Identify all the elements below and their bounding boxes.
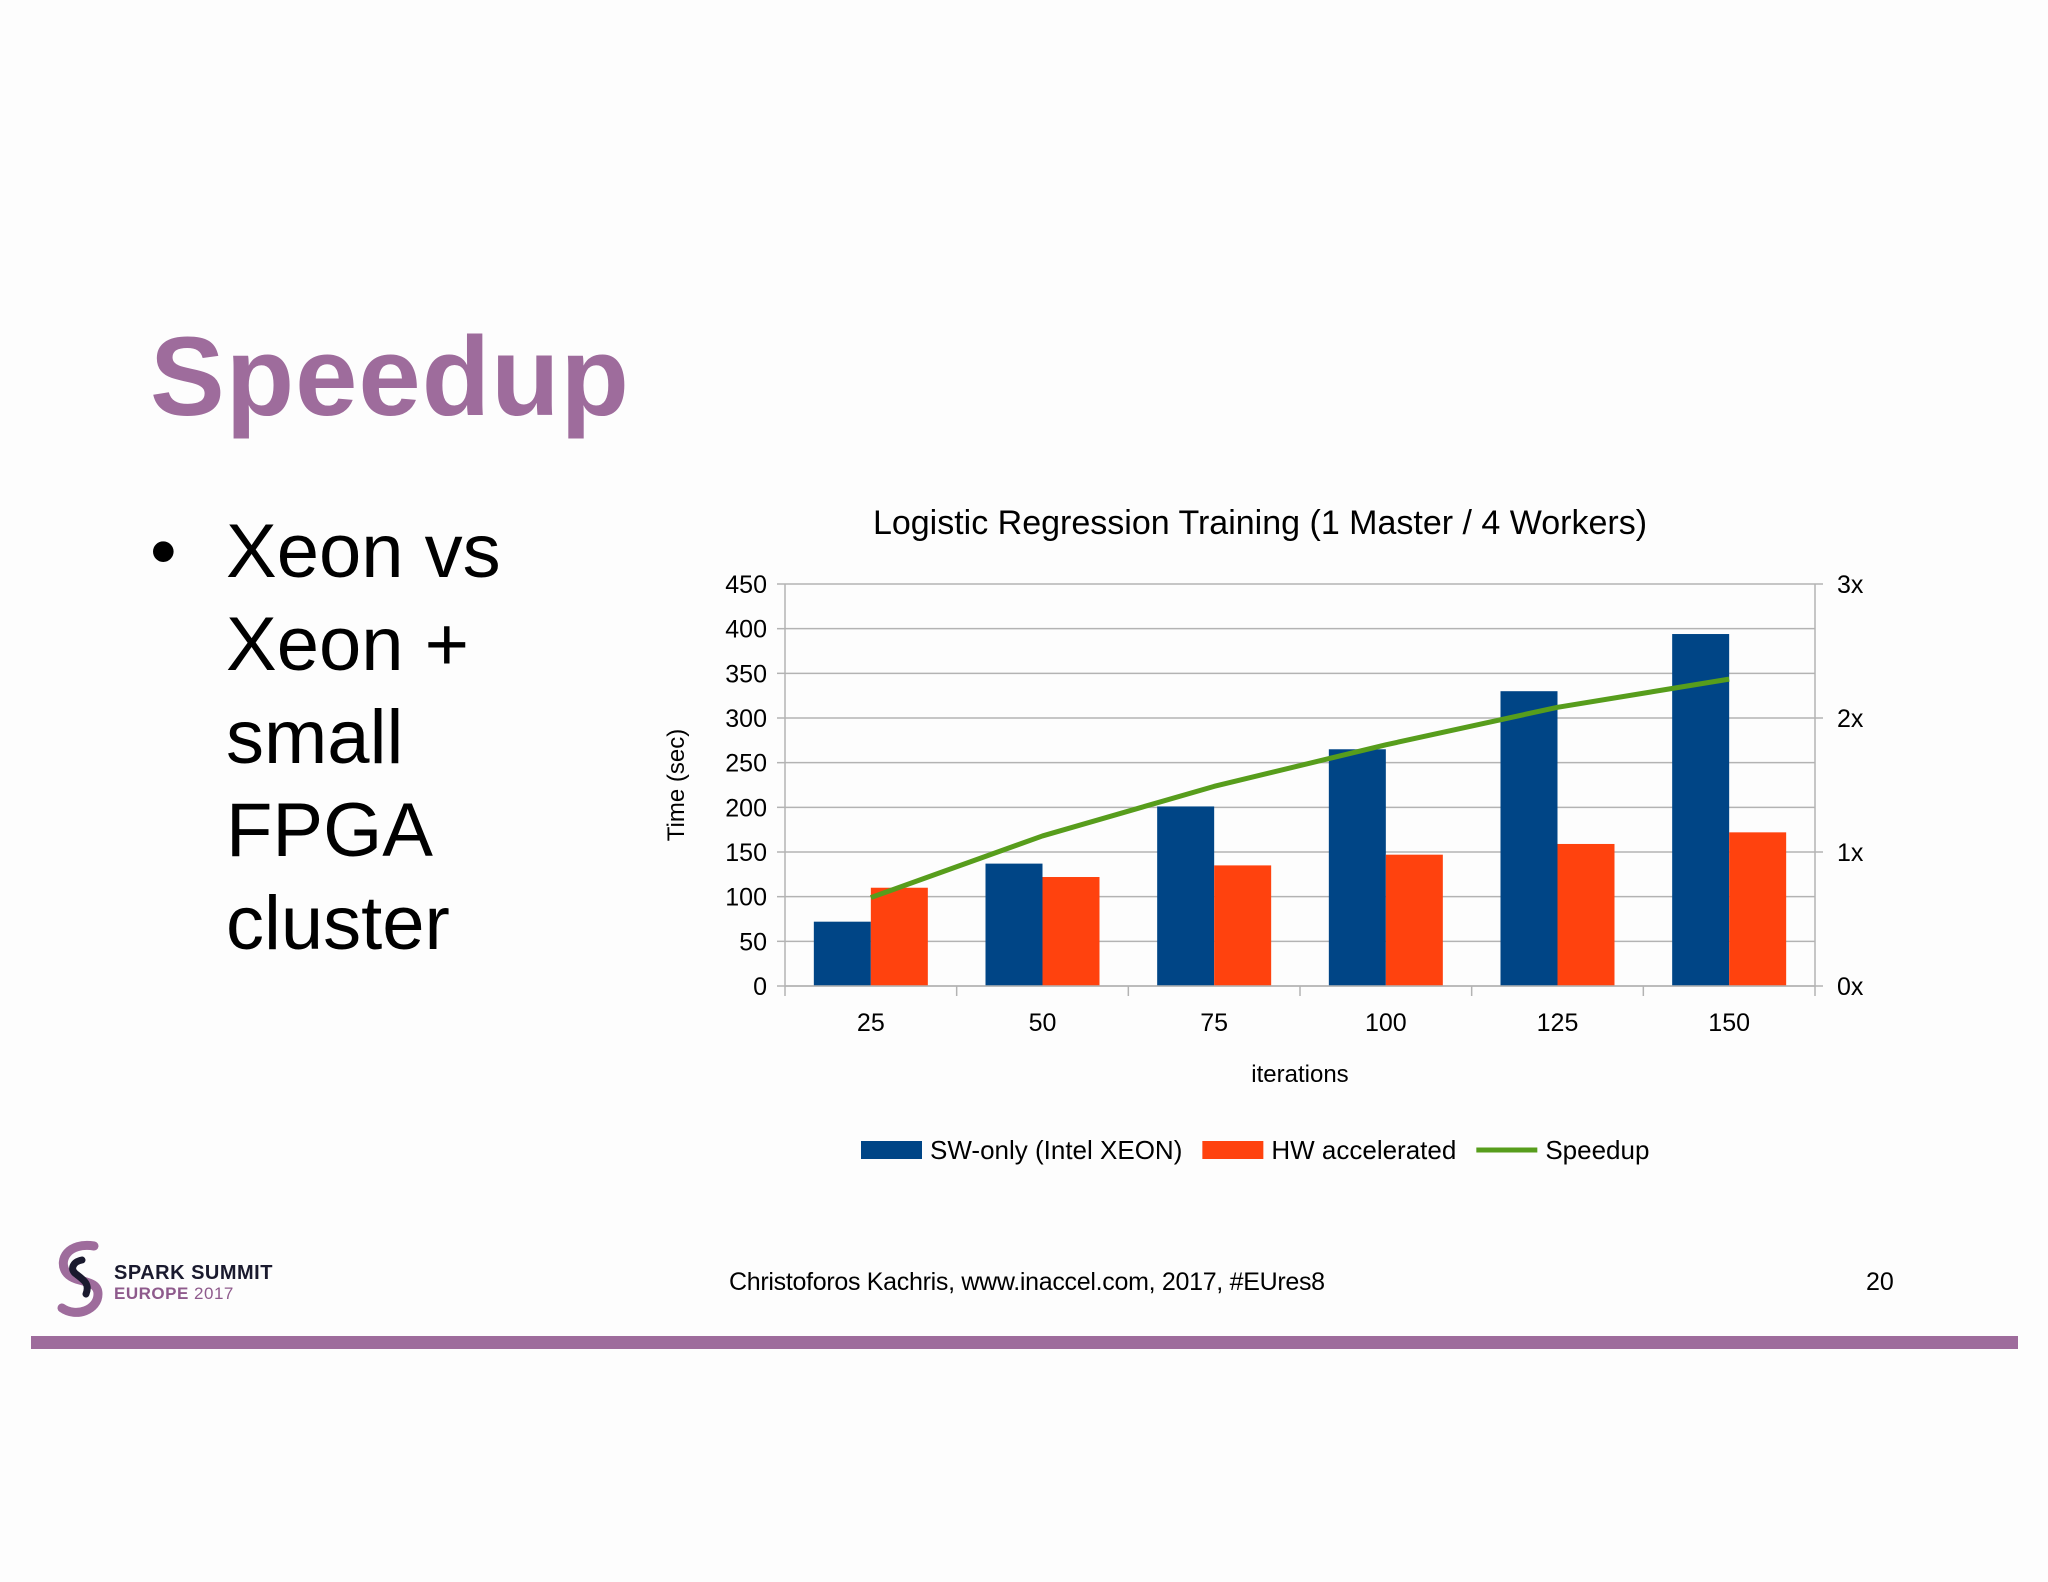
bullet-line: cluster bbox=[226, 881, 450, 966]
bar-sw-only bbox=[1328, 749, 1386, 986]
bar-hw-accelerated bbox=[870, 887, 928, 986]
legend-swatch bbox=[1202, 1141, 1264, 1159]
y2-tick-label: 1x bbox=[1837, 839, 1864, 867]
bullet-list: • Xeon vs Xeon + small FPGA cluster bbox=[150, 505, 570, 970]
logo-subtext-bold: EUROPE bbox=[114, 1284, 189, 1303]
y2-tick-label: 3x bbox=[1837, 571, 1864, 599]
bar-hw-accelerated bbox=[1557, 843, 1615, 986]
y-tick-label: 150 bbox=[725, 839, 767, 867]
x-tick-label: 100 bbox=[1365, 1009, 1407, 1037]
spark-summit-logo: SPARK SUMMIT EUROPE 2017 bbox=[54, 1238, 314, 1324]
bullet-line: Xeon + bbox=[226, 602, 469, 687]
x-tick-label: 75 bbox=[1200, 1009, 1228, 1037]
y-tick-label: 0 bbox=[753, 973, 767, 1001]
footer-bar bbox=[31, 1336, 2018, 1349]
y2-tick-label: 0x bbox=[1837, 973, 1864, 1001]
logo-subtext-year: 2017 bbox=[194, 1284, 234, 1303]
bullet-dot: • bbox=[150, 509, 177, 594]
bar-sw-only bbox=[813, 921, 871, 986]
slide-title: Speedup bbox=[150, 314, 630, 439]
y-tick-label: 400 bbox=[725, 616, 767, 644]
x-tick-label: 150 bbox=[1708, 1009, 1750, 1037]
bar-hw-accelerated bbox=[1042, 877, 1100, 986]
y-tick-label: 200 bbox=[725, 794, 767, 822]
bullet-line: FPGA bbox=[226, 788, 433, 873]
page-number: 20 bbox=[1866, 1268, 1894, 1296]
bar-sw-only bbox=[985, 863, 1043, 986]
bar-sw-only bbox=[1157, 806, 1215, 986]
legend-label: SW-only (Intel XEON) bbox=[930, 1135, 1182, 1165]
bullet-item: • Xeon vs Xeon + small FPGA cluster bbox=[150, 505, 570, 970]
x-axis-title: iterations bbox=[1251, 1061, 1348, 1088]
legend-label: Speedup bbox=[1545, 1135, 1649, 1165]
x-tick-label: 125 bbox=[1537, 1009, 1579, 1037]
chart-title: Logistic Regression Training (1 Master /… bbox=[873, 504, 1647, 542]
x-tick-label: 50 bbox=[1029, 1009, 1057, 1037]
y-tick-label: 450 bbox=[725, 571, 767, 599]
logo-subtext: EUROPE 2017 bbox=[114, 1284, 234, 1304]
bullet-line: small bbox=[226, 695, 404, 780]
logo-text: SPARK SUMMIT bbox=[114, 1262, 273, 1284]
spark-logo-icon bbox=[57, 1240, 103, 1317]
speedup-line bbox=[869, 676, 1730, 900]
x-tick-label: 25 bbox=[857, 1009, 885, 1037]
y-tick-label: 50 bbox=[739, 928, 767, 956]
bar-hw-accelerated bbox=[1385, 854, 1443, 986]
bullet-line: Xeon vs bbox=[226, 509, 501, 594]
bar-hw-accelerated bbox=[1729, 832, 1787, 986]
y-axis-title: Time (sec) bbox=[663, 729, 690, 841]
legend-swatch bbox=[861, 1141, 922, 1159]
bar-sw-only bbox=[1500, 691, 1558, 986]
bar-sw-only bbox=[1672, 634, 1730, 986]
legend-label: HW accelerated bbox=[1271, 1135, 1456, 1165]
y-tick-label: 100 bbox=[725, 884, 767, 912]
footer-credit: Christoforos Kachris, www.inaccel.com, 2… bbox=[729, 1268, 1325, 1296]
y-tick-label: 350 bbox=[725, 660, 767, 688]
bar-hw-accelerated bbox=[1214, 865, 1272, 986]
y2-tick-label: 2x bbox=[1837, 705, 1864, 733]
y-tick-label: 250 bbox=[725, 750, 767, 778]
y-tick-label: 300 bbox=[725, 705, 767, 733]
